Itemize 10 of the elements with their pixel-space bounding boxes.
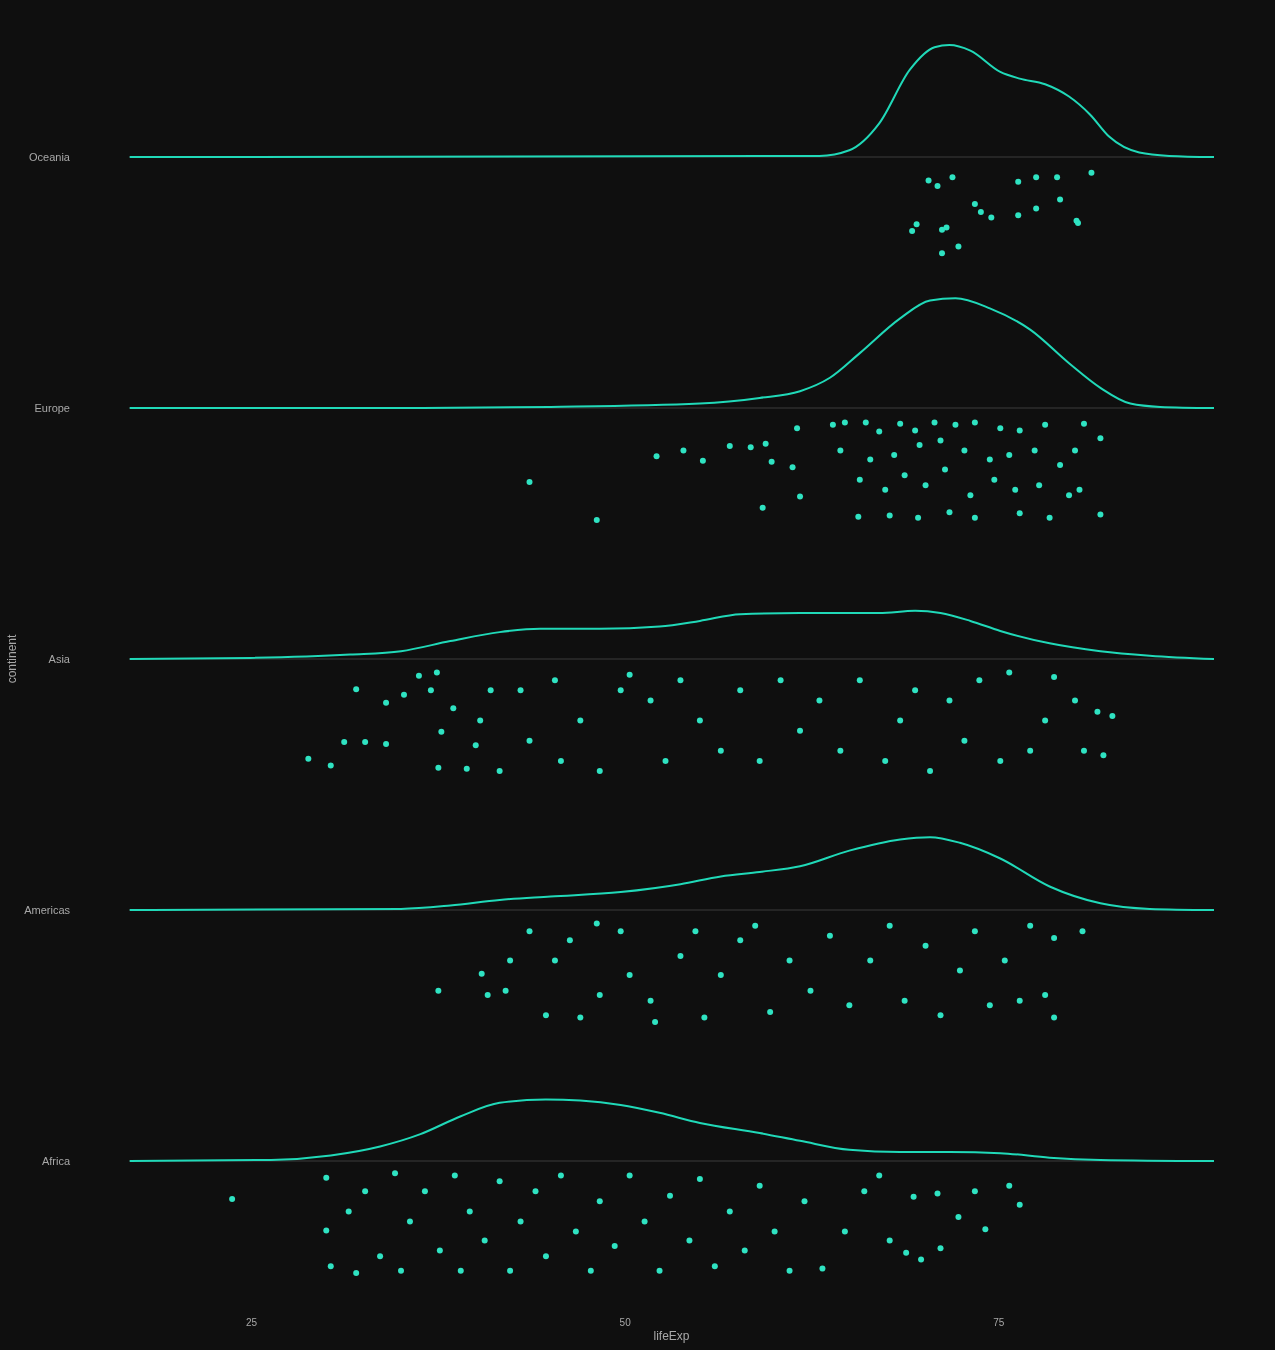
x-tick-label: 50 [619,1317,632,1328]
x-tick-label: 75 [993,1317,1005,1328]
y-axis-title: Africa [41,1155,71,1167]
y-axis-title: Americas [24,904,71,916]
y-axis-title: Oceania [29,151,71,163]
x-axis-title: lifeExp [653,1329,690,1343]
y-axis-title: Europe [34,402,70,414]
text: continent [5,633,19,684]
y-axis-title: Asia [48,653,71,665]
x-tick-label: 25 [245,1317,258,1328]
